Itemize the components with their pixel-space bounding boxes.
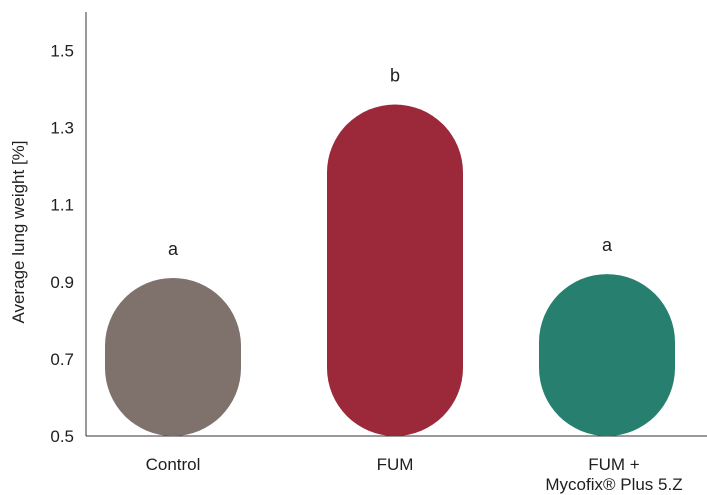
category-label-line2: Mycofix® Plus 5.Z: [545, 475, 682, 494]
bar-2: [539, 274, 675, 436]
labels: a Control b FUM a FUM +Mycofix® Plus 5.Z: [146, 66, 683, 494]
y-tick-label: 0.5: [50, 427, 74, 446]
category-label: Control: [146, 455, 201, 474]
category-label: FUM +: [588, 455, 640, 474]
y-tick-label: 1.5: [50, 42, 74, 61]
bar-1: [327, 104, 463, 436]
bars: [105, 104, 675, 436]
category-label: FUM: [377, 455, 414, 474]
y-tick-label: 1.1: [50, 196, 74, 215]
y-tick-label: 0.7: [50, 350, 74, 369]
axes: 0.5 0.7 0.9 1.1 1.3 1.5 Average lung weight [%…: [9, 12, 707, 446]
y-tick-label: 1.3: [50, 119, 74, 138]
y-tick-label: 0.9: [50, 273, 74, 292]
significance-label: b: [390, 66, 400, 86]
significance-label: a: [168, 239, 179, 259]
bar-0: [105, 277, 241, 436]
y-axis-title: Average lung weight [%]: [9, 140, 28, 323]
significance-label: a: [602, 235, 613, 255]
